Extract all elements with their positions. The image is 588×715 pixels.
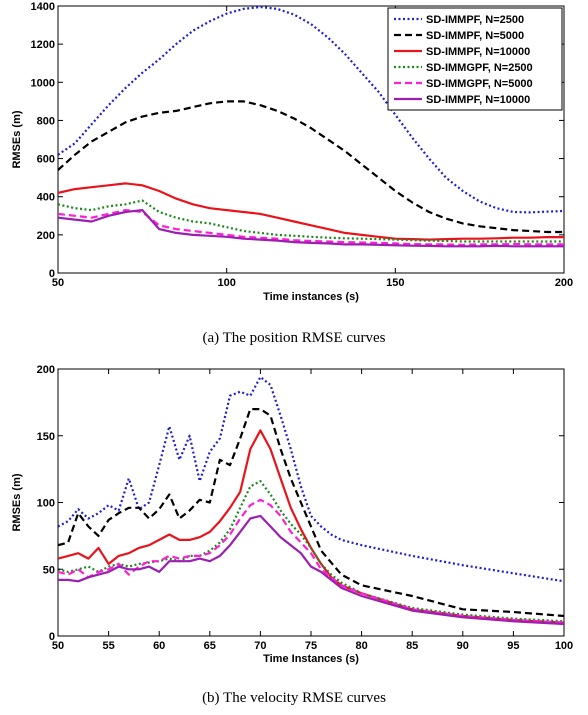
y-axis-label: RMSEs (m)	[11, 473, 23, 531]
series-line-1	[58, 375, 564, 583]
series-line-6	[58, 514, 564, 626]
position-rmse-chart: 50 100 150 200 0 200 400 600 800 1000 1200 1400 Time…	[11, 1, 573, 346]
x-tick-label: 100	[555, 640, 573, 652]
series-group	[58, 6, 564, 248]
y-tick-label: 800	[37, 115, 55, 127]
series-line-6	[58, 209, 564, 248]
y-tick-label: 600	[37, 154, 55, 166]
x-tick-label: 95	[507, 640, 519, 652]
y-tick-label: 1200	[31, 39, 55, 51]
y-tick-label: 0	[49, 268, 55, 280]
x-tick-label: 55	[102, 640, 114, 652]
y-tick-label: 400	[37, 192, 55, 204]
x-axis-label: Time instances (s)	[263, 291, 359, 303]
y-tick-label: 1400	[31, 1, 55, 13]
x-tick-label: 90	[457, 640, 469, 652]
y-tick-label: 100	[37, 498, 55, 510]
legend-entry-6: SD-IMMPF, N=10000	[426, 94, 530, 106]
figure-caption: (b) The velocity RMSE curves	[202, 690, 386, 706]
series-line-2	[58, 100, 564, 234]
legend-entry-3: SD-IMMPF, N=10000	[426, 46, 530, 58]
y-tick-label: 200	[37, 364, 55, 376]
legend-entry-2: SD-IMMPF, N=5000	[426, 30, 524, 42]
y-tick-label: 50	[43, 564, 55, 576]
y-tick-label: 1000	[31, 77, 55, 89]
legend-box	[387, 7, 563, 111]
x-axis-label: Time Instances (s)	[263, 653, 359, 665]
series-line-4	[58, 480, 564, 623]
velocity-rmse-chart: 50 55 60 65 70 75 80 85 90 95 100050100150200Time …	[11, 364, 573, 706]
series-line-2	[58, 408, 564, 618]
x-tick-label: 85	[406, 640, 418, 652]
legend-entry-4: SD-IMMGPF, N=2500	[426, 62, 533, 74]
series-group	[58, 375, 564, 626]
x-tick-label: 100	[217, 277, 235, 289]
series-line-1	[58, 6, 564, 214]
series-line-5	[58, 209, 564, 246]
series-line-4	[58, 199, 564, 243]
x-tick-label: 80	[355, 640, 367, 652]
x-tick-label: 200	[555, 277, 573, 289]
figure-caption: (a) The position RMSE curves	[202, 330, 385, 346]
y-axis-label: RMSEs (m)	[11, 110, 23, 168]
series-line-3	[58, 182, 564, 241]
x-tick-label: 65	[204, 640, 216, 652]
x-tick-label: 70	[254, 640, 266, 652]
x-tick-label: 60	[153, 640, 165, 652]
y-tick-label: 0	[49, 631, 55, 643]
legend: SD-IMMPF, N=2500 SD-IMMPF, N=5000 SD-IMMPF…	[387, 7, 563, 111]
x-tick-label: 75	[305, 640, 317, 652]
legend-entry-1: SD-IMMPF, N=2500	[426, 14, 524, 26]
x-tick-label: 50	[52, 277, 64, 289]
x-tick-label: 50	[52, 640, 64, 652]
x-tick-label: 150	[386, 277, 404, 289]
legend-entry-5: SD-IMMGPF, N=5000	[426, 78, 533, 90]
y-tick-label: 200	[37, 230, 55, 242]
plot-area	[57, 368, 565, 637]
y-tick-label: 150	[37, 431, 55, 443]
series-line-5	[58, 498, 564, 624]
